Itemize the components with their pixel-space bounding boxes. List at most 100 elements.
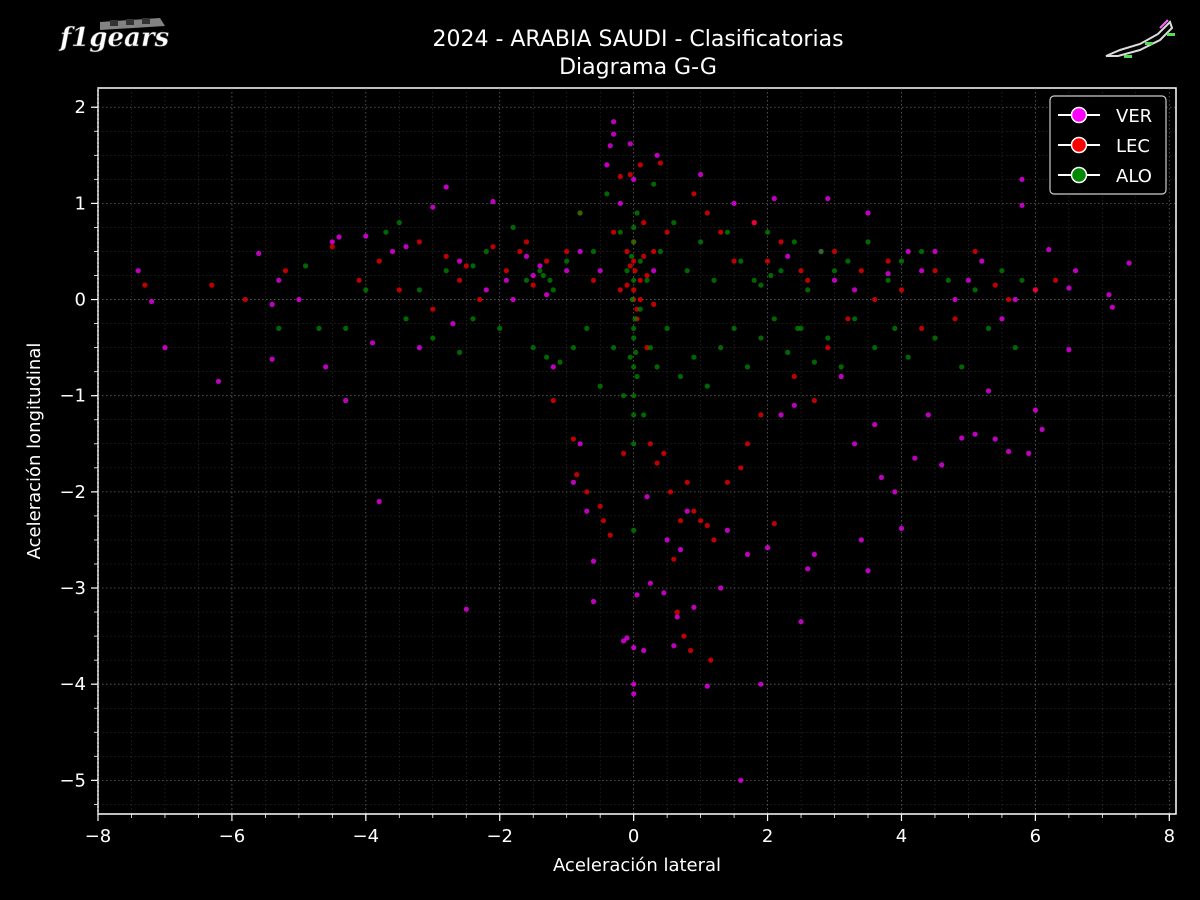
data-point-ver — [671, 643, 677, 649]
data-point-lec — [657, 160, 664, 166]
data-point-lec — [597, 503, 603, 509]
x-tick-label: −4 — [353, 826, 380, 847]
data-point-alo — [634, 210, 640, 216]
y-tick-label: −4 — [59, 674, 86, 695]
data-point-lec — [771, 521, 777, 527]
data-point-lec — [477, 296, 483, 303]
data-point-ver — [892, 489, 898, 495]
data-point-lec — [738, 465, 744, 471]
data-point-lec — [1032, 287, 1038, 293]
data-point-ver — [604, 162, 610, 168]
data-point-ver — [530, 272, 536, 279]
data-point-alo — [621, 393, 627, 399]
data-point-ver — [215, 378, 222, 384]
data-point-alo — [852, 316, 858, 322]
data-point-ver — [523, 253, 530, 259]
data-point-alo — [363, 287, 369, 293]
data-point-lec — [664, 229, 670, 235]
data-point-lec — [718, 229, 724, 235]
data-point-ver — [590, 558, 597, 564]
data-point-alo — [905, 354, 911, 360]
data-point-lec — [607, 532, 613, 538]
data-point-ver — [390, 248, 396, 255]
legend-label-ver: VER — [1116, 106, 1152, 127]
data-point-alo — [811, 359, 818, 365]
data-point-alo — [1012, 345, 1018, 351]
data-point-lec — [490, 244, 496, 250]
data-point-lec — [641, 220, 647, 226]
data-point-lec — [463, 263, 469, 269]
data-point-ver — [979, 258, 985, 264]
data-point-alo — [631, 441, 637, 447]
data-point-ver — [872, 422, 878, 428]
data-point-ver — [584, 508, 590, 514]
data-point-alo — [872, 345, 878, 351]
data-point-lec — [831, 248, 838, 255]
data-point-lec — [778, 239, 784, 245]
data-point-lec — [644, 272, 650, 279]
data-point-alo — [758, 282, 764, 288]
data-point-ver — [162, 345, 168, 351]
data-point-alo — [718, 345, 724, 351]
data-point-alo — [771, 316, 777, 322]
data-point-ver — [149, 298, 155, 305]
data-point-alo — [724, 229, 731, 235]
data-point-ver — [570, 479, 577, 485]
data-point-alo — [470, 316, 476, 322]
data-point-ver — [403, 244, 409, 250]
data-point-lec — [611, 229, 617, 235]
data-point-lec — [898, 287, 905, 293]
checkered-flag-icon — [100, 18, 165, 30]
data-point-ver — [621, 638, 627, 644]
data-point-ver — [925, 412, 931, 418]
data-point-ver — [654, 152, 660, 158]
chart-subtitle: Diagrama G-G — [559, 55, 717, 80]
y-tick-label: −2 — [59, 482, 86, 503]
data-point-ver — [564, 268, 570, 274]
data-point-alo — [597, 383, 603, 389]
data-point-alo — [704, 383, 710, 389]
data-point-lec — [584, 489, 590, 495]
data-point-ver — [276, 277, 282, 283]
data-point-lec — [600, 518, 607, 524]
data-point-alo — [343, 325, 349, 331]
data-point-lec — [704, 522, 710, 529]
data-point-lec — [647, 441, 654, 447]
data-point-lec — [708, 657, 714, 663]
data-point-ver — [1012, 296, 1018, 303]
data-point-alo — [637, 258, 643, 264]
data-point-lec — [758, 412, 764, 418]
data-point-lec — [430, 306, 436, 312]
data-point-ver — [1019, 202, 1025, 208]
data-point-lec — [564, 248, 570, 255]
data-point-ver — [457, 258, 463, 264]
data-point-lec — [677, 518, 684, 524]
data-point-lec — [651, 301, 657, 307]
data-point-ver — [865, 210, 871, 216]
data-point-lec — [681, 633, 687, 639]
data-point-ver — [1032, 407, 1038, 413]
x-tick-label: 8 — [1164, 826, 1175, 847]
data-point-lec — [574, 472, 580, 478]
data-point-lec — [621, 450, 627, 456]
legend: VER LEC ALO — [1049, 95, 1167, 195]
data-point-ver — [738, 777, 744, 783]
axis-ticks: −8 −6 −4 −2 0 2 4 6 8 −5 −4 −3 −2 −1 0 1 2 — [59, 97, 1175, 847]
grid — [97, 88, 1176, 814]
data-point-lec — [1052, 277, 1059, 283]
legend-item-ver: VER — [1058, 106, 1152, 127]
data-point-alo — [698, 239, 704, 245]
data-point-ver — [430, 204, 436, 210]
y-tick-label: −5 — [59, 770, 86, 791]
data-point-alo — [738, 258, 744, 264]
data-point-alo — [768, 272, 774, 279]
data-point-lec — [627, 263, 633, 269]
data-point-lec — [523, 239, 530, 245]
data-point-lec — [751, 220, 757, 226]
data-point-alo — [544, 354, 550, 360]
data-point-alo — [617, 229, 623, 235]
data-point-alo — [443, 268, 449, 274]
data-point-lec — [570, 436, 577, 442]
data-point-alo — [316, 325, 322, 331]
